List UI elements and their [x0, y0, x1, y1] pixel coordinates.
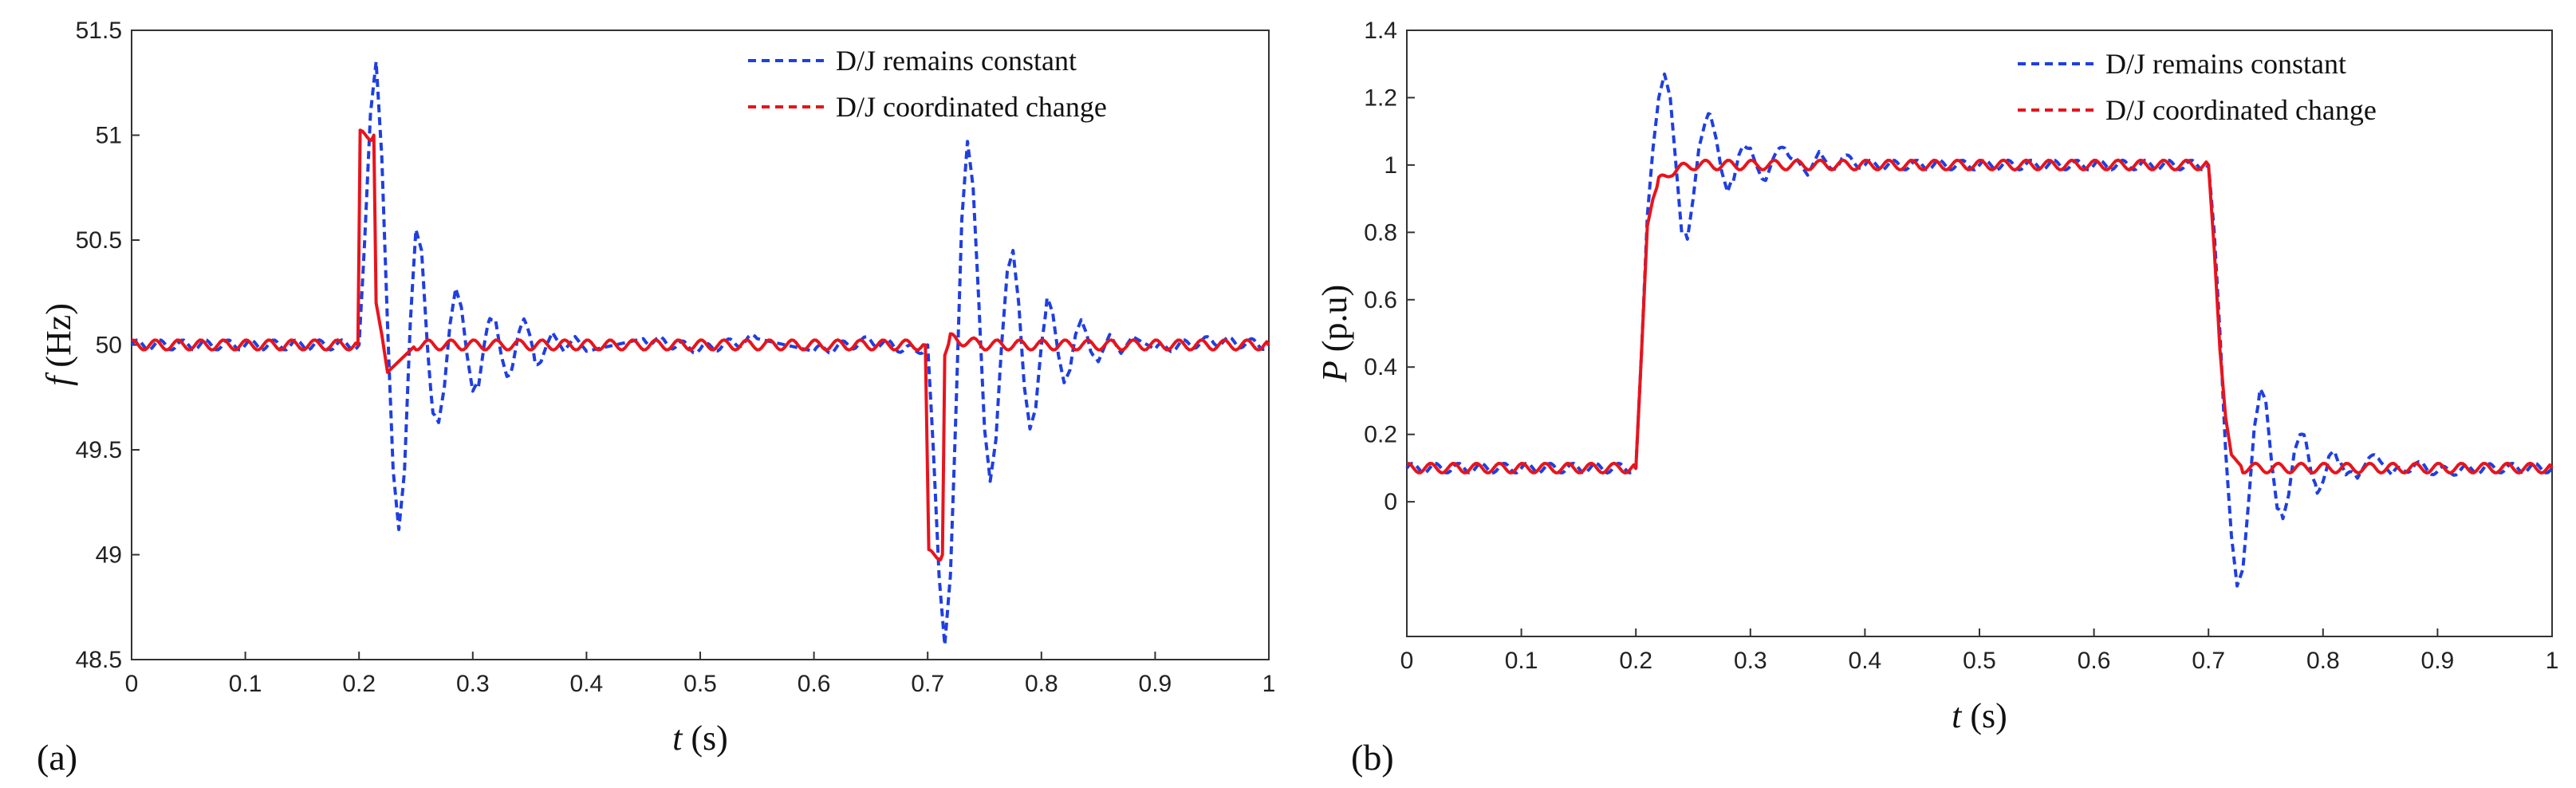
x-tick-label-b: 0.8	[2306, 648, 2340, 674]
y-tick-label-a: 49	[96, 542, 122, 569]
x-tick-label-a: 0.6	[798, 671, 831, 697]
x-tick-label-a: 0.3	[456, 671, 490, 697]
x-axis-label-a: t (s)	[672, 719, 728, 758]
y-tick-label-b: 0.2	[1364, 422, 1397, 448]
x-tick-label-a: 0.8	[1025, 671, 1058, 697]
x-ticks-a: 0 0.1 0.2 0.3 0.4 0.5 0.6 0.7 0.8 0.9 1	[125, 652, 1276, 697]
series-line-constant-a	[130, 60, 1270, 647]
y-ticks-b: 0 0.2 0.4 0.6 0.8 1 1.2 1.4	[1364, 18, 1415, 515]
x-tick-label-a: 0.1	[229, 671, 262, 697]
legend-a: D/J remains constant D/J coordinated cha…	[748, 45, 1107, 123]
y-axis-label-b: P (p.u)	[1315, 285, 1354, 383]
legend-b: D/J remains constant D/J coordinated cha…	[2018, 48, 2377, 126]
legend-label-coordinated-b: D/J coordinated change	[2105, 94, 2377, 126]
legend-label-coordinated-a: D/J coordinated change	[836, 91, 1107, 123]
y-tick-label-b: 0	[1384, 489, 1397, 515]
series-layer-b	[1405, 72, 2554, 588]
y-tick-label-b: 0.8	[1364, 219, 1397, 246]
x-ticks-b: 0 0.1 0.2 0.3 0.4 0.5 0.6 0.7 0.8 0.9 1	[1400, 628, 2559, 674]
x-tick-label-a: 0.4	[570, 671, 604, 697]
panel-label-a: (a)	[37, 737, 77, 778]
y-ticks-a: 48.5 49 49.5 50 50.5 51 51.5	[76, 18, 140, 673]
x-tick-label-a: 0	[125, 671, 139, 697]
x-tick-label-a: 0.5	[683, 671, 717, 697]
y-tick-label-b: 1.2	[1364, 85, 1397, 111]
x-tick-label-b: 0.9	[2421, 648, 2455, 674]
x-axis-symbol-a: t	[672, 719, 683, 758]
x-axis-unit-b: (s)	[1961, 696, 2007, 735]
y-tick-label-b: 0.6	[1364, 287, 1397, 313]
x-tick-label-b: 0.2	[1619, 648, 1652, 674]
y-tick-label-b: 1.4	[1364, 18, 1397, 44]
series-layer-a	[130, 60, 1270, 647]
y-axis-symbol-b: P	[1315, 361, 1354, 383]
y-axis-unit-a: (Hz)	[39, 303, 78, 376]
x-tick-label-b: 0.4	[1849, 648, 1882, 674]
x-tick-label-b: 0.1	[1505, 648, 1538, 674]
x-axis-symbol-b: t	[1952, 696, 1963, 735]
x-tick-label-a: 0.2	[342, 671, 376, 697]
y-tick-label-a: 50	[96, 333, 122, 359]
x-tick-label-b: 0.3	[1734, 648, 1767, 674]
y-axis-unit-b: (p.u)	[1315, 285, 1354, 361]
chart-power: 0 0.2 0.4 0.6 0.8 1 1.2 1.4 0 0.1 0.2 0.3 0.4 0.5 0.6…	[1315, 18, 2558, 778]
panel-label-b: (b)	[1351, 737, 1394, 778]
x-tick-label-a: 0.7	[911, 671, 944, 697]
legend-label-constant-b: D/J remains constant	[2105, 48, 2346, 80]
y-tick-label-a: 51	[96, 123, 122, 149]
x-axis-unit-a: (s)	[682, 719, 727, 758]
y-tick-label-a: 49.5	[76, 437, 122, 463]
y-tick-label-a: 48.5	[76, 647, 122, 673]
y-axis-label-a: f (Hz)	[39, 303, 78, 386]
y-tick-label-b: 1	[1384, 152, 1397, 179]
x-tick-label-a: 0.9	[1139, 671, 1172, 697]
legend-label-constant-a: D/J remains constant	[836, 45, 1077, 77]
x-tick-label-b: 1	[2546, 648, 2559, 674]
x-tick-label-b: 0.6	[2078, 648, 2111, 674]
x-tick-label-b: 0.5	[1963, 648, 1996, 674]
x-tick-label-b: 0.7	[2192, 648, 2225, 674]
series-line-coordinated-a	[131, 128, 1270, 561]
y-tick-label-a: 50.5	[76, 227, 122, 254]
y-tick-label-b: 0.4	[1364, 354, 1397, 380]
plot-area-b	[1406, 30, 2553, 637]
y-tick-label-a: 51.5	[76, 18, 122, 44]
x-axis-label-b: t (s)	[1952, 696, 2007, 735]
x-tick-label-b: 0	[1400, 648, 1414, 674]
x-tick-label-a: 1	[1262, 671, 1276, 697]
series-line-coordinated-b	[1406, 158, 2554, 475]
